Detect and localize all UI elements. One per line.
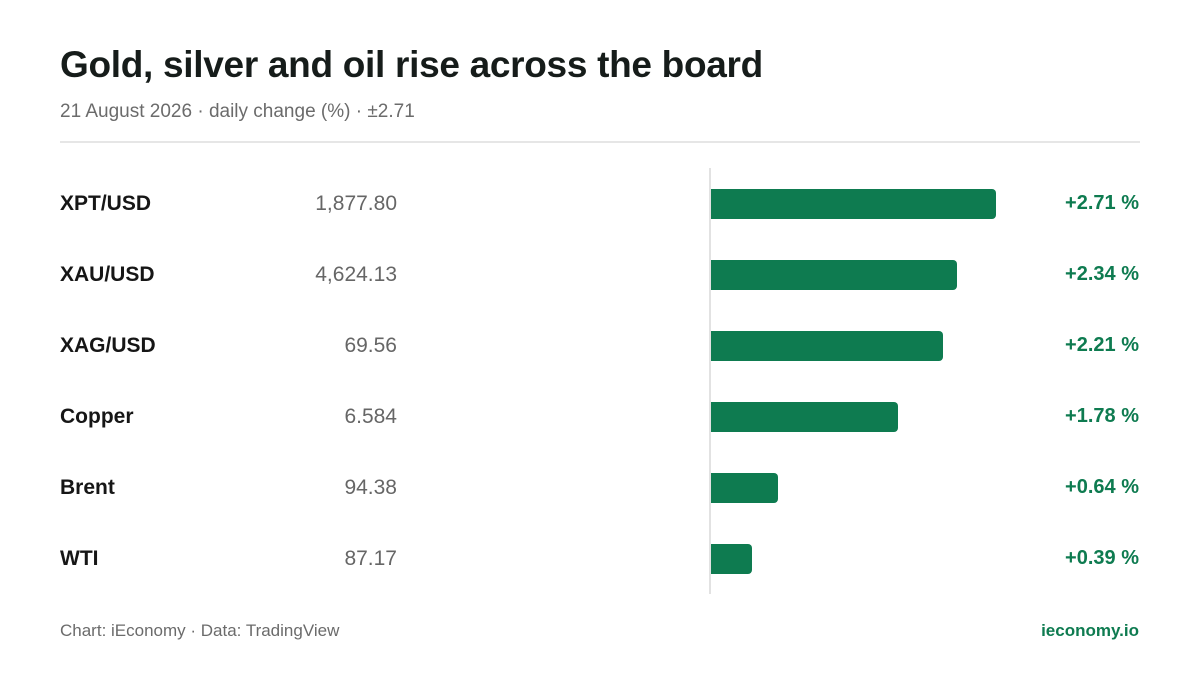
category-label: XAU/USD [60, 263, 155, 286]
change-value-label: +2.71 % [1065, 192, 1139, 214]
category-label: Copper [60, 405, 134, 428]
category-label: XAG/USD [60, 334, 156, 357]
chart-row: XAU/USD 4,624.13 +2.34 % [0, 239, 1200, 310]
change-bar [711, 260, 957, 290]
change-bar [711, 331, 943, 361]
category-label: XPT/USD [60, 192, 152, 215]
price-value: 69.56 [344, 334, 397, 357]
change-value-label: +2.21 % [1065, 334, 1139, 356]
price-value: 4,624.13 [315, 263, 397, 286]
change-bar [711, 189, 996, 219]
chart-subtitle: 21 August 2026 · daily change (%) · ±2.7… [60, 101, 415, 122]
change-value-label: +0.39 % [1065, 547, 1139, 569]
zero-axis-line [709, 168, 711, 594]
change-value-label: +0.64 % [1065, 476, 1139, 498]
header-divider [60, 141, 1140, 143]
chart-row: Brent 94.38 +0.64 % [0, 452, 1200, 523]
change-bar [711, 473, 778, 503]
chart-row: WTI 87.17 +0.39 % [0, 523, 1200, 594]
bar-chart: XPT/USD 1,877.80 +2.71 % XAU/USD 4,624.13 +2.… [0, 168, 1200, 594]
change-bar [711, 402, 898, 432]
chart-row: XAG/USD 69.56 +2.21 % [0, 310, 1200, 381]
chart-row: Copper 6.584 +1.78 % [0, 381, 1200, 452]
price-value: 1,877.80 [315, 192, 397, 215]
price-value: 94.38 [344, 476, 397, 499]
brand-link[interactable]: ieconomy.io [1041, 621, 1139, 640]
chart-title: Gold, silver and oil rise across the boa… [60, 44, 763, 85]
chart-row: XPT/USD 1,877.80 +2.71 % [0, 168, 1200, 239]
price-value: 87.17 [344, 547, 397, 570]
price-value: 6.584 [344, 405, 397, 428]
change-value-label: +1.78 % [1065, 405, 1139, 427]
chart-source: Chart: iEconomy · Data: TradingView [60, 621, 340, 640]
change-bar [711, 544, 752, 574]
change-value-label: +2.34 % [1065, 263, 1139, 285]
category-label: Brent [60, 476, 115, 499]
category-label: WTI [60, 547, 99, 570]
